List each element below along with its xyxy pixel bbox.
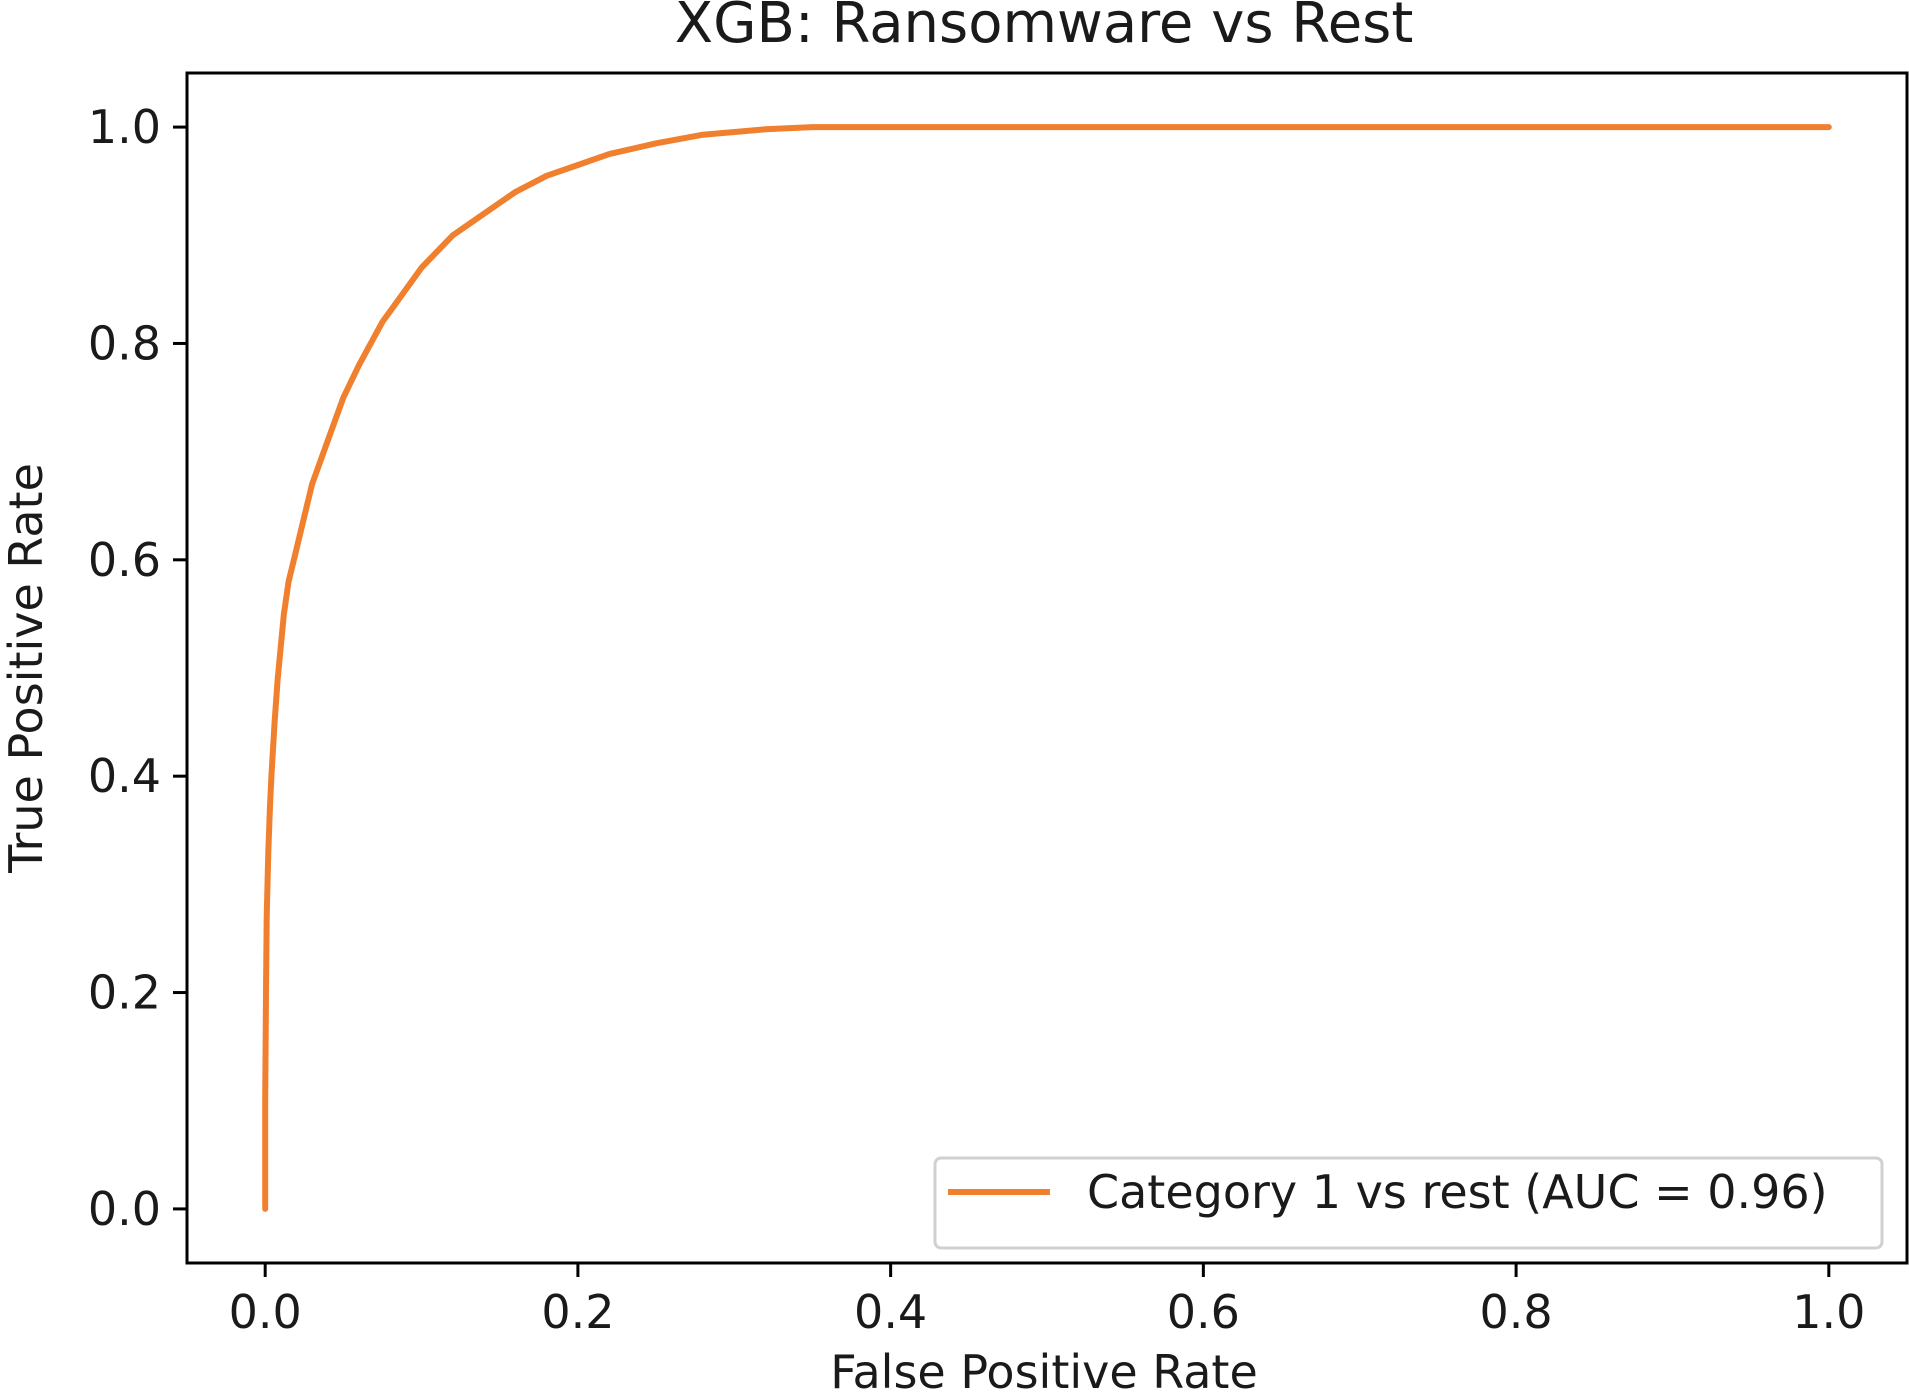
legend-label: Category 1 vs rest (AUC = 0.96) — [1087, 1165, 1828, 1219]
x-tick-label: 0.8 — [1480, 1285, 1553, 1339]
x-tick-label: 0.2 — [541, 1285, 614, 1339]
x-tick-label: 1.0 — [1792, 1285, 1865, 1339]
x-tick-label: 0.4 — [854, 1285, 927, 1339]
series-layer — [262, 124, 1832, 1212]
y-tick-label: 0.0 — [88, 1182, 161, 1236]
y-tick-label: 0.2 — [88, 966, 161, 1020]
plot-area-frame — [185, 71, 1909, 1265]
y-axis-ticks: 0.0 0.2 0.4 0.6 0.8 1.0 — [88, 100, 187, 1236]
roc-curve-line — [262, 124, 1832, 1212]
x-tick-label: 0.6 — [1167, 1285, 1240, 1339]
chart-title: XGB: Ransomware vs Rest — [675, 0, 1414, 56]
y-axis-label: True Positive Rate — [0, 463, 53, 874]
x-tick-label: 0.0 — [229, 1285, 302, 1339]
y-tick-label: 1.0 — [88, 100, 161, 154]
y-tick-label: 0.8 — [88, 316, 161, 370]
y-tick-label: 0.4 — [88, 749, 161, 803]
x-axis-ticks: 0.0 0.2 0.4 0.6 0.8 1.0 — [229, 1263, 1865, 1339]
legend: Category 1 vs rest (AUC = 0.96) — [933, 1156, 1884, 1250]
y-tick-label: 0.6 — [88, 533, 161, 587]
x-axis-label: False Positive Rate — [830, 1345, 1258, 1390]
legend-box — [933, 1156, 1884, 1250]
